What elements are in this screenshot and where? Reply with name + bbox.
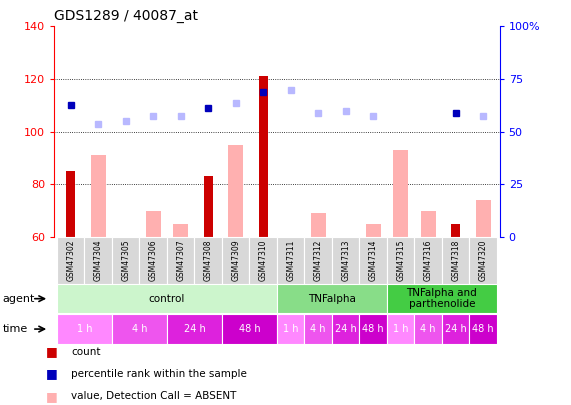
Text: GSM47314: GSM47314 (369, 239, 377, 281)
Text: GSM47304: GSM47304 (94, 239, 103, 281)
Bar (112, 237, 139, 284)
Bar (259, 76, 268, 237)
Text: 4 h: 4 h (311, 324, 326, 334)
Bar (421, 211, 436, 237)
Text: 4 h: 4 h (420, 324, 436, 334)
Text: GDS1289 / 40087_at: GDS1289 / 40087_at (54, 9, 198, 23)
Bar (393, 150, 408, 237)
Bar (451, 224, 460, 237)
Text: GSM47306: GSM47306 (148, 239, 158, 281)
Text: GSM47320: GSM47320 (478, 239, 488, 281)
Bar (365, 224, 381, 237)
Bar (387, 284, 497, 313)
Text: GSM47311: GSM47311 (286, 239, 295, 281)
Text: 1 h: 1 h (283, 324, 299, 334)
Text: ■: ■ (46, 367, 58, 380)
Bar (332, 237, 359, 284)
Bar (304, 237, 332, 284)
Bar (469, 315, 497, 343)
Text: 48 h: 48 h (472, 324, 494, 334)
Text: TNFalpha: TNFalpha (308, 294, 356, 304)
Text: value, Detection Call = ABSENT: value, Detection Call = ABSENT (71, 391, 237, 401)
Bar (469, 237, 497, 284)
Text: 1 h: 1 h (393, 324, 408, 334)
Text: time: time (3, 324, 28, 334)
Bar (277, 315, 304, 343)
Bar (250, 237, 277, 284)
Text: GSM47308: GSM47308 (204, 239, 213, 281)
Text: 1 h: 1 h (77, 324, 93, 334)
Bar (304, 315, 332, 343)
Text: percentile rank within the sample: percentile rank within the sample (71, 369, 247, 379)
Text: GSM47305: GSM47305 (121, 239, 130, 281)
Text: GSM47318: GSM47318 (451, 239, 460, 281)
Bar (173, 224, 188, 237)
Bar (387, 315, 415, 343)
Bar (476, 200, 490, 237)
Text: 24 h: 24 h (184, 324, 206, 334)
Text: 4 h: 4 h (132, 324, 147, 334)
Text: ■: ■ (46, 345, 58, 358)
Bar (222, 315, 277, 343)
Bar (277, 284, 387, 313)
Bar (228, 145, 243, 237)
Bar (112, 315, 167, 343)
Bar (311, 213, 325, 237)
Bar (277, 237, 304, 284)
Bar (359, 237, 387, 284)
Text: GSM47316: GSM47316 (424, 239, 433, 281)
Bar (387, 237, 415, 284)
Bar (442, 237, 469, 284)
Bar (442, 315, 469, 343)
Bar (139, 237, 167, 284)
Bar (91, 155, 106, 237)
Bar (195, 237, 222, 284)
Bar (57, 284, 277, 313)
Text: GSM47310: GSM47310 (259, 239, 268, 281)
Text: GSM47313: GSM47313 (341, 239, 350, 281)
Bar (222, 237, 250, 284)
Bar (415, 315, 442, 343)
Text: control: control (149, 294, 185, 304)
Bar (146, 211, 161, 237)
Bar (66, 171, 75, 237)
Bar (359, 315, 387, 343)
Text: GSM47307: GSM47307 (176, 239, 185, 281)
Bar (167, 315, 222, 343)
Bar (85, 237, 112, 284)
Text: agent: agent (3, 294, 35, 304)
Text: 24 h: 24 h (445, 324, 467, 334)
Bar (57, 315, 112, 343)
Bar (57, 237, 85, 284)
Text: GSM47312: GSM47312 (313, 239, 323, 281)
Text: 48 h: 48 h (363, 324, 384, 334)
Text: count: count (71, 347, 101, 356)
Text: GSM47309: GSM47309 (231, 239, 240, 281)
Text: GSM47302: GSM47302 (66, 239, 75, 281)
Bar (415, 237, 442, 284)
Text: GSM47315: GSM47315 (396, 239, 405, 281)
Bar (204, 177, 212, 237)
Text: TNFalpha and
parthenolide: TNFalpha and parthenolide (407, 288, 477, 309)
Text: ■: ■ (46, 390, 58, 403)
Bar (167, 237, 195, 284)
Text: 24 h: 24 h (335, 324, 356, 334)
Bar (332, 315, 359, 343)
Text: 48 h: 48 h (239, 324, 260, 334)
